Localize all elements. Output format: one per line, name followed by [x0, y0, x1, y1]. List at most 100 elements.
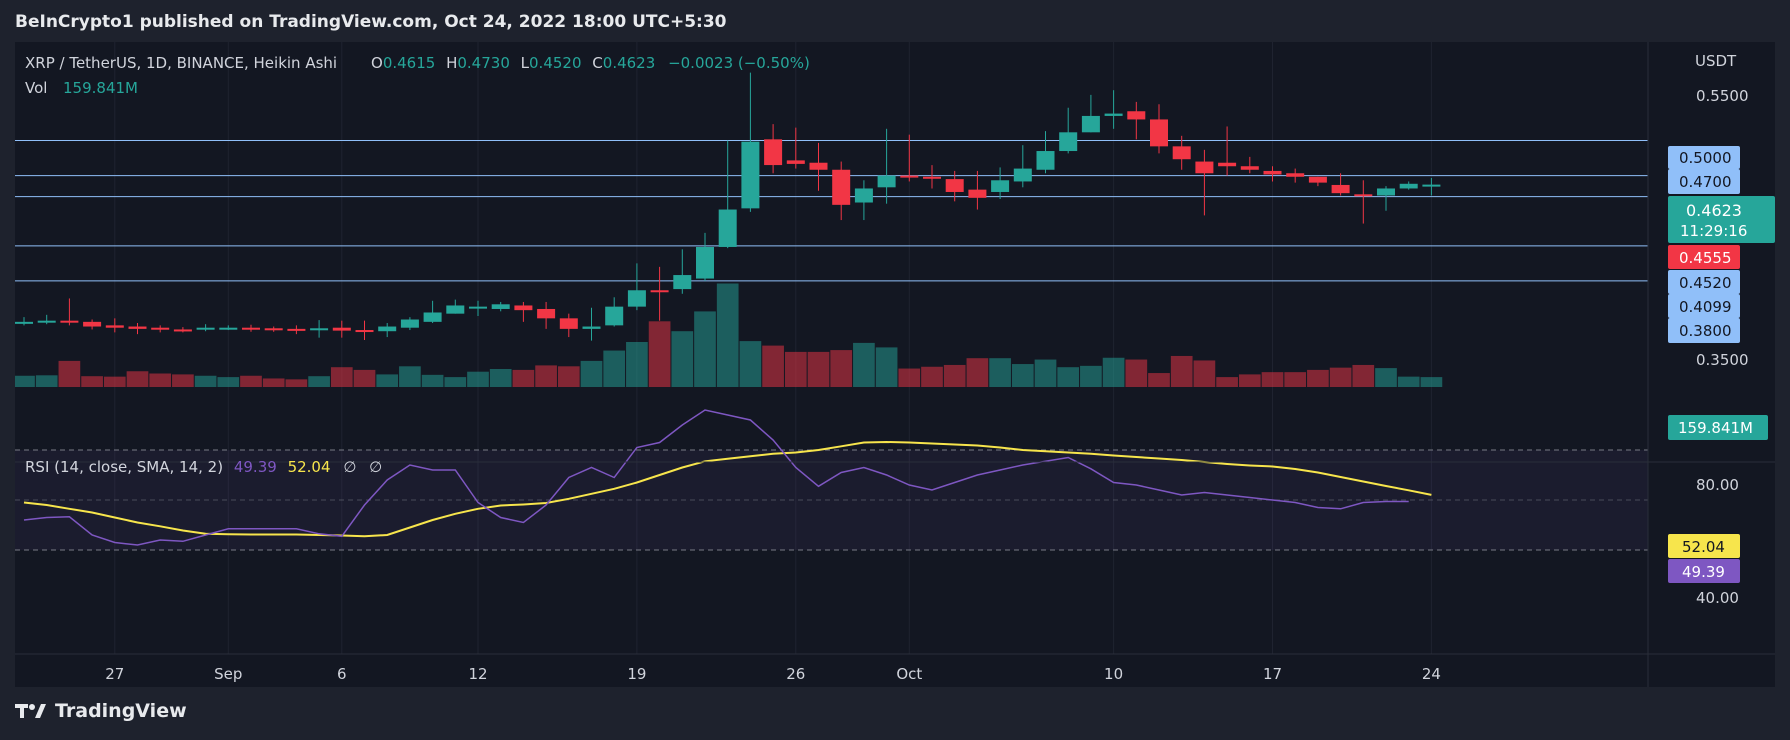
volume-bar — [762, 345, 784, 387]
rsi-tick-0: 80.00 — [1696, 476, 1739, 494]
candle-body — [37, 320, 56, 323]
chart-area[interactable]: XRP / TetherUS, 1D, BINANCE, Heikin Ashi… — [15, 42, 1775, 687]
volume-bar — [1238, 374, 1261, 387]
time-label-5: 26 — [786, 665, 805, 683]
price-tick-0: 0.5500 — [1696, 87, 1749, 105]
time-label-8: 17 — [1263, 665, 1282, 683]
candle-body — [196, 327, 215, 330]
chart-svg[interactable]: XRP / TetherUS, 1D, BINANCE, Heikin Ashi… — [15, 42, 1775, 687]
rsi-sma-tag: 52.04 — [1668, 534, 1740, 558]
candle-body — [491, 304, 510, 309]
candle — [854, 180, 873, 221]
volume-bar — [739, 341, 762, 387]
volume-bar — [15, 375, 35, 387]
volume-bar — [489, 369, 512, 387]
volume-bar — [557, 366, 580, 387]
volume-bar — [172, 374, 194, 387]
volume-bar — [1284, 372, 1307, 387]
candle-body — [128, 326, 147, 329]
volume-bar — [217, 377, 240, 387]
rsi-legend[interactable]: RSI (14, close, SMA, 14, 2) 49.39 52.04 … — [25, 458, 382, 476]
close-label: C — [592, 54, 602, 72]
time-label-1: Sep — [214, 665, 242, 683]
candle-body — [900, 175, 919, 178]
candle-body — [60, 320, 79, 323]
volume-bar — [1011, 364, 1034, 387]
candle — [37, 314, 56, 325]
candle — [786, 127, 805, 169]
volume-bar — [648, 321, 671, 387]
candle — [582, 307, 601, 341]
candle-body — [105, 325, 124, 328]
volume-bar — [1102, 357, 1125, 387]
candle — [1218, 126, 1237, 176]
candle — [1127, 101, 1146, 140]
candle-body — [310, 328, 329, 331]
candle-body — [1354, 194, 1373, 197]
volume-bar — [1329, 367, 1352, 387]
volume-bar — [694, 311, 716, 387]
open-value: 0.4615 — [383, 54, 436, 72]
volume-bar — [1397, 376, 1420, 387]
candle-body — [151, 327, 170, 330]
candle-body — [968, 189, 987, 198]
candle-body — [1331, 184, 1350, 194]
brand-name[interactable]: TradingView — [55, 700, 187, 722]
candle-body — [582, 326, 601, 329]
volume-bar — [103, 376, 126, 387]
volume-bar — [966, 358, 989, 387]
candle — [1308, 176, 1327, 187]
candle — [60, 298, 79, 326]
svg-text:0.5000: 0.5000 — [1679, 149, 1732, 167]
candle-body — [923, 176, 941, 179]
placeholder-2: ∅ — [369, 458, 382, 476]
candle — [310, 320, 329, 338]
candle — [945, 170, 964, 202]
candle — [1013, 145, 1032, 188]
volume-tag: 159.841M — [1668, 415, 1768, 440]
volume-bar — [467, 371, 489, 387]
rsi-label: RSI (14, close, SMA, 14, 2) — [25, 458, 223, 476]
level-label-1: 0.4700 — [1668, 169, 1740, 194]
high-label: H — [446, 54, 457, 72]
candle-body — [173, 329, 192, 332]
volume-bar — [1216, 377, 1238, 387]
candle-body — [877, 175, 896, 188]
open-label: O — [371, 54, 383, 72]
candle-body — [832, 169, 851, 205]
candle — [173, 327, 192, 333]
rsi-line — [23, 409, 1409, 546]
candle — [332, 320, 351, 338]
candle-body — [83, 321, 102, 327]
candle — [1172, 135, 1191, 170]
volume-bar — [535, 365, 557, 387]
rsi-legend-value: 49.39 — [234, 458, 277, 476]
candle — [764, 124, 783, 174]
candle — [741, 72, 760, 212]
time-label-0: 27 — [105, 665, 124, 683]
volume-bar — [921, 366, 943, 387]
candle-body — [242, 327, 260, 330]
current-price-tag: 0.4623 11:29:16 — [1668, 196, 1775, 243]
time-axis[interactable]: 27 Sep 6 12 19 26 Oct 10 17 24 — [105, 665, 1441, 683]
volume-bar — [512, 369, 535, 387]
candle — [83, 319, 102, 330]
time-label-6: Oct — [896, 665, 922, 683]
footer: TradingView — [15, 700, 187, 722]
candle-body — [809, 162, 828, 170]
candle — [991, 167, 1010, 199]
candle-body — [537, 308, 556, 319]
symbol-label[interactable]: XRP / TetherUS, 1D, BINANCE, Heikin Ashi — [25, 54, 337, 72]
candle — [1331, 173, 1350, 196]
volume-bar — [784, 351, 807, 387]
volume-bar — [807, 351, 830, 387]
candle — [196, 324, 215, 332]
time-label-7: 10 — [1104, 665, 1123, 683]
candles — [15, 72, 1441, 341]
candle-body — [741, 141, 760, 209]
candle-body — [1422, 184, 1441, 187]
candle-body — [650, 290, 669, 293]
candle-body — [1218, 162, 1237, 167]
volume-bar — [671, 331, 694, 387]
candle — [1354, 180, 1373, 224]
